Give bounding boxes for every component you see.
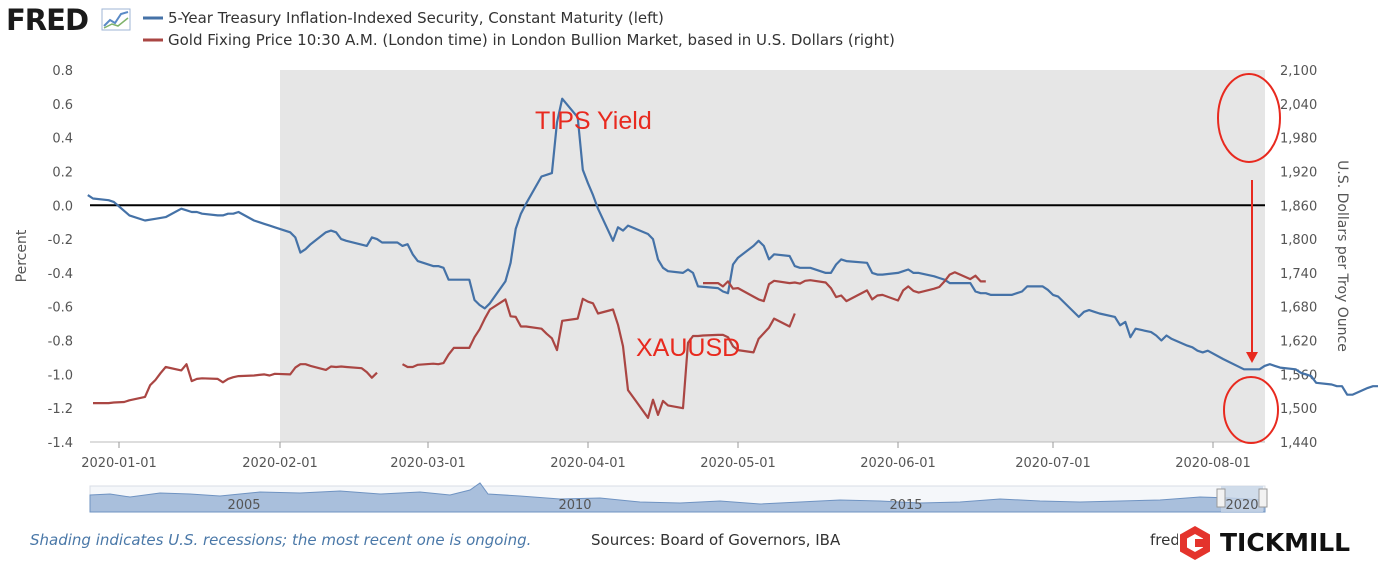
y-left-tick-label: -0.4 bbox=[48, 267, 73, 282]
series-segment bbox=[703, 271, 986, 303]
y-right-tick-label: 1,620 bbox=[1280, 335, 1317, 350]
y-left-tick-label: -1.4 bbox=[48, 436, 73, 451]
tickmill-logo: TICKMILL bbox=[1178, 520, 1378, 565]
navigator-handle-right[interactable] bbox=[1258, 488, 1268, 508]
x-tick-label: 2020-01-01 bbox=[81, 456, 157, 471]
series-segment bbox=[87, 97, 1378, 396]
series-tips-yield bbox=[87, 97, 1378, 396]
series-segment bbox=[93, 363, 378, 405]
y-axis-left: 0.8 0.6 0.4 0.2 0.0 -0.2 -0.4 -0.6 -0.8 -1.0 -1.2 -… bbox=[48, 64, 73, 451]
y-left-tick-label: -0.6 bbox=[48, 301, 73, 316]
series-gold-price bbox=[93, 271, 986, 419]
annotation-tips-yield: TIPS Yield bbox=[535, 107, 652, 135]
y-right-tick-label: 2,040 bbox=[1280, 98, 1317, 113]
y-right-tick-label: 1,740 bbox=[1280, 267, 1317, 282]
x-tick-label: 2020-08-01 bbox=[1175, 456, 1251, 471]
y-left-tick-label: -0.8 bbox=[48, 335, 73, 350]
x-tick-label: 2020-05-01 bbox=[700, 456, 776, 471]
legend-label-gold: Gold Fixing Price 10:30 A.M. (London tim… bbox=[168, 31, 895, 49]
y-left-tick-label: 0.2 bbox=[52, 165, 73, 180]
y-right-tick-label: 1,860 bbox=[1280, 199, 1317, 214]
y-right-tick-label: 1,500 bbox=[1280, 402, 1317, 417]
navigator-window[interactable] bbox=[1221, 486, 1263, 512]
arrow-head-icon bbox=[1246, 352, 1258, 363]
fred-chart-icon bbox=[101, 8, 131, 31]
y-right-tick-label: 1,920 bbox=[1280, 165, 1317, 180]
y-right-tick-label: 1,680 bbox=[1280, 301, 1317, 316]
x-tick-label: 2020-07-01 bbox=[1015, 456, 1091, 471]
annotation-xauusd: XAUUSD bbox=[636, 334, 740, 362]
y-axis-right: 2,100 2,040 1,980 1,920 1,860 1,800 1,740 1,680… bbox=[1280, 64, 1317, 451]
y-left-tick-label: -1.0 bbox=[48, 368, 73, 383]
navigator[interactable]: 2005 2010 2015 2020 bbox=[89, 482, 1268, 513]
y-right-tick-label: 1,800 bbox=[1280, 233, 1317, 248]
navigator-year-2015: 2015 bbox=[889, 498, 922, 513]
y-left-tick-label: 0.0 bbox=[52, 199, 73, 214]
y-left-tick-label: 0.6 bbox=[52, 98, 73, 113]
navigator-year-2010: 2010 bbox=[558, 498, 591, 513]
y-left-tick-label: -1.2 bbox=[48, 402, 73, 417]
y-left-tick-label: 0.8 bbox=[52, 64, 73, 79]
navigator-year-2020: 2020 bbox=[1225, 498, 1258, 513]
highlight-circle-tips bbox=[1223, 376, 1279, 444]
y-right-tick-label: 1,560 bbox=[1280, 368, 1317, 383]
x-axis: 2020-01-01 2020-02-01 2020-03-01 2020-04-01… bbox=[81, 441, 1265, 471]
y-left-tick-label: -0.2 bbox=[48, 233, 73, 248]
y-right-tick-label: 1,980 bbox=[1280, 132, 1317, 147]
x-tick-label: 2020-06-01 bbox=[860, 456, 936, 471]
legend-label-tips: 5-Year Treasury Inflation-Indexed Securi… bbox=[168, 9, 664, 27]
fred-logo[interactable]: FRED bbox=[6, 3, 89, 37]
x-tick-label: 2020-04-01 bbox=[550, 456, 626, 471]
x-tick-label: 2020-03-01 bbox=[390, 456, 466, 471]
y-axis-right-title: U.S. Dollars per Troy Ounce bbox=[1334, 160, 1350, 352]
tickmill-hexagon-icon bbox=[1180, 525, 1210, 560]
y-axis-left-title: Percent bbox=[14, 229, 30, 282]
navigator-handle-left[interactable] bbox=[1216, 488, 1226, 508]
x-tick-label: 2020-02-01 bbox=[242, 456, 318, 471]
footer-source: Sources: Board of Governors, IBA bbox=[591, 531, 841, 549]
footer-fred-link[interactable]: fred. bbox=[1150, 531, 1185, 549]
y-right-tick-label: 2,100 bbox=[1280, 64, 1317, 79]
highlight-circle-gold bbox=[1217, 73, 1281, 163]
navigator-year-2005: 2005 bbox=[227, 498, 260, 513]
series-segment bbox=[401, 297, 796, 419]
tickmill-wordmark: TICKMILL bbox=[1220, 528, 1351, 557]
y-right-tick-label: 1,440 bbox=[1280, 436, 1317, 451]
legend: 5-Year Treasury Inflation-Indexed Securi… bbox=[143, 9, 895, 49]
y-left-tick-label: 0.4 bbox=[52, 132, 73, 147]
footer-recession-note: Shading indicates U.S. recessions; the m… bbox=[30, 531, 532, 549]
